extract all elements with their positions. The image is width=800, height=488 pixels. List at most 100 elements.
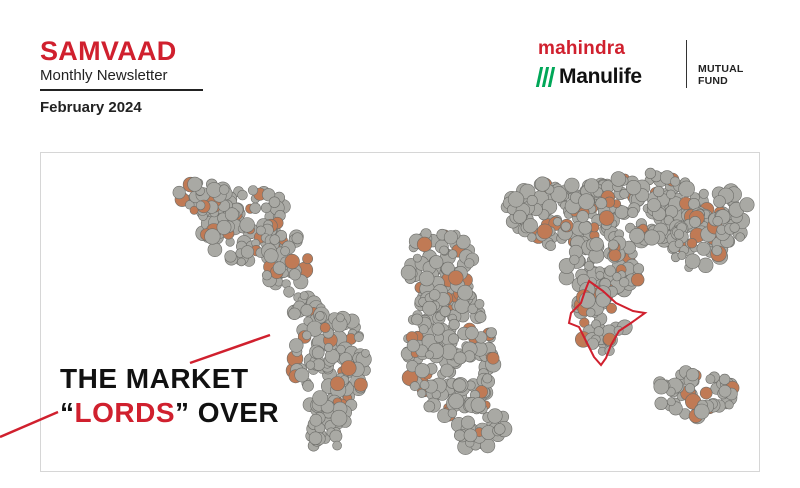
coin: [260, 202, 272, 214]
coin: [589, 237, 604, 252]
coin: [353, 332, 364, 343]
coin: [686, 237, 698, 249]
coin: [309, 413, 323, 427]
headline-line2: “LORDS” OVER: [60, 396, 279, 430]
coin: [606, 302, 617, 314]
coin: [439, 245, 449, 256]
coin: [610, 171, 627, 187]
coin: [507, 191, 525, 208]
coin: [419, 380, 430, 390]
coin: [448, 270, 464, 286]
accent-line-top: [189, 333, 271, 365]
coin: [685, 368, 700, 382]
coin: [630, 272, 645, 287]
mutual-fund-line1: MUTUAL: [698, 63, 744, 75]
coin: [677, 251, 687, 260]
hero-image-frame: [40, 152, 760, 472]
coin: [419, 270, 435, 287]
coin: [724, 400, 734, 410]
coin: [729, 222, 740, 233]
coin: [268, 196, 281, 208]
coin: [595, 292, 611, 308]
coin: [224, 250, 237, 263]
coin: [237, 257, 246, 267]
coin: [619, 277, 630, 288]
coin: [448, 249, 458, 259]
newsletter-title: SAMVAAD: [40, 36, 177, 66]
coin: [324, 343, 334, 353]
coin: [443, 230, 458, 245]
coin: [431, 322, 445, 336]
headline: THE MARKET “LORDS” OVER: [60, 362, 279, 430]
coin: [578, 193, 595, 210]
mutual-fund-label: MUTUAL FUND: [698, 63, 744, 87]
coin: [280, 246, 290, 256]
issue-date: February 2024: [40, 99, 142, 116]
coin: [604, 265, 616, 277]
coin: [305, 360, 316, 370]
coin: [464, 258, 475, 269]
coin: [255, 225, 266, 236]
coin: [619, 188, 630, 199]
coin: [335, 313, 345, 323]
coin: [416, 236, 433, 252]
coin: [482, 373, 493, 384]
coin: [493, 423, 506, 435]
coin: [457, 284, 473, 301]
coin: [237, 189, 248, 201]
coin: [406, 339, 420, 353]
coin: [409, 381, 420, 392]
coin: [187, 176, 203, 192]
coin: [429, 289, 441, 301]
coin: [224, 207, 239, 222]
coin: [545, 240, 557, 251]
coin: [283, 286, 295, 298]
coin: [485, 327, 497, 339]
coin: [712, 215, 723, 227]
coin: [261, 270, 272, 281]
coin: [698, 188, 709, 199]
coin: [560, 221, 571, 232]
coin: [340, 360, 357, 376]
coin: [456, 234, 471, 250]
coin: [400, 264, 417, 281]
coin: [172, 185, 186, 200]
coin: [353, 377, 368, 392]
coin: [414, 363, 430, 379]
coin: [693, 403, 710, 420]
coin: [607, 239, 619, 251]
coin: [412, 253, 422, 263]
masthead: SAMVAAD Monthly Newsletter February 2024: [40, 36, 206, 116]
coin: [239, 217, 255, 233]
manulife-wordmark-row: Manulife: [535, 64, 642, 90]
coin: [666, 189, 676, 199]
coin: [584, 260, 595, 271]
coin: [463, 428, 478, 443]
headline-highlight: LORDS: [74, 397, 175, 428]
coin: [474, 311, 487, 323]
manulife-wordmark: Manulife: [559, 65, 642, 88]
coin: [195, 200, 206, 211]
coin: [673, 229, 685, 240]
coin: [294, 367, 310, 383]
coin: [674, 239, 684, 249]
mahindra-manulife-logo: mahindra Manulife MUTUAL FUND: [535, 38, 768, 98]
coin: [189, 205, 199, 215]
headline-line1: THE MARKET: [60, 363, 249, 394]
coin: [569, 254, 580, 265]
coin: [595, 197, 608, 210]
coin: [534, 176, 551, 192]
coin: [411, 313, 423, 326]
coin: [625, 179, 642, 196]
coin: [330, 409, 348, 427]
coin: [288, 307, 301, 321]
coin: [487, 408, 503, 424]
headline-open-quote: “: [60, 397, 75, 428]
coin: [718, 384, 732, 398]
coin: [612, 272, 622, 282]
coin: [423, 400, 436, 413]
coin: [418, 324, 429, 335]
coin: [585, 307, 596, 318]
coin: [595, 271, 605, 280]
coin: [467, 303, 478, 315]
